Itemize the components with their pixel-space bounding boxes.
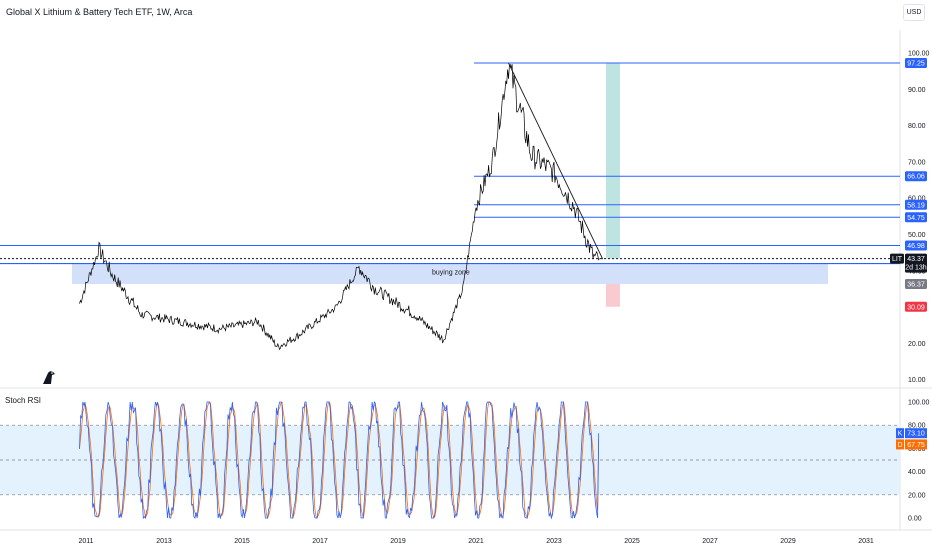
price-tag-bg xyxy=(905,57,927,68)
price-axis-tick: 10.00 xyxy=(908,377,926,384)
stoch-k-line xyxy=(79,401,600,520)
symbol-tag-bg xyxy=(890,253,904,264)
time-axis-label-2015: 2015 xyxy=(234,538,250,545)
rsi-axis-tick: 0.00 xyxy=(908,516,922,523)
rsi-axis-tick: 100.00 xyxy=(908,400,930,407)
price-tag-54.75: 54.75 xyxy=(907,215,925,222)
price-tag-bg xyxy=(905,171,927,182)
currency-button[interactable]: USD xyxy=(903,4,925,21)
time-axis-label-2017: 2017 xyxy=(312,538,328,545)
buying-zone-label: buying zone xyxy=(432,270,470,277)
k-letter: K xyxy=(898,431,903,438)
rsi-axis-tick: 20.00 xyxy=(908,492,926,499)
price-tag-46.98: 46.98 xyxy=(907,243,925,250)
price-tag-58.19: 58.19 xyxy=(907,202,925,209)
time-axis-label-2027: 2027 xyxy=(702,538,718,545)
buying-zone-rect xyxy=(72,263,828,284)
symbol-tag: LIT xyxy=(892,256,903,263)
price-series-line xyxy=(79,63,600,351)
current-price-tag-bg xyxy=(905,253,927,273)
d-letter: D xyxy=(897,442,902,449)
price-tag-bg xyxy=(905,278,927,289)
price-axis-tick: 60.00 xyxy=(908,196,926,203)
rsi-axis-tick: 80.00 xyxy=(908,423,926,430)
target-zone-rect xyxy=(606,62,620,259)
price-axis-tick: 100.00 xyxy=(908,51,930,58)
time-axis-label-2031: 2031 xyxy=(858,538,874,545)
time-axis-label-2011: 2011 xyxy=(78,538,93,545)
d-letter-bg xyxy=(896,439,904,450)
d-value-label: 67.75 xyxy=(907,442,925,449)
time-axis-label-2013: 2013 xyxy=(156,538,172,545)
price-tag-30.09: 30.09 xyxy=(907,304,925,311)
price-tag-bg xyxy=(905,240,927,251)
rsi-axis-tick: 40.00 xyxy=(908,469,926,476)
k-value-bg xyxy=(905,428,927,439)
price-tag-bg xyxy=(905,212,927,223)
time-axis-label-2021: 2021 xyxy=(468,538,484,545)
price-tag-66.06: 66.06 xyxy=(907,174,925,181)
stop-zone-rect xyxy=(606,283,620,307)
price-axis-tick: 20.00 xyxy=(908,341,926,348)
time-axis-label-2029: 2029 xyxy=(780,538,796,545)
downtrend-line xyxy=(508,62,604,260)
tradingview-logo-icon xyxy=(43,371,55,384)
price-axis-tick: 50.00 xyxy=(908,232,926,239)
time-axis-label-2025: 2025 xyxy=(624,538,640,545)
price-axis-tick: 90.00 xyxy=(908,87,926,94)
current-price-label: 43.37 xyxy=(907,256,925,263)
time-axis-label-2019: 2019 xyxy=(390,538,406,545)
d-value-bg xyxy=(905,439,927,450)
k-letter-bg xyxy=(896,428,904,439)
price-tag-97.25: 97.25 xyxy=(907,60,925,67)
stoch-rsi-title: Stoch RSI xyxy=(5,396,42,405)
price-axis-tick: 80.00 xyxy=(908,123,926,130)
price-tag-bg xyxy=(905,199,927,210)
time-axis-label-2023: 2023 xyxy=(546,538,562,545)
price-tag-bg xyxy=(905,301,927,312)
chart-title: Global X Lithium & Battery Tech ETF, 1W,… xyxy=(6,7,193,17)
k-value-label: 73.10 xyxy=(907,431,925,438)
price-axis-tick: 70.00 xyxy=(908,159,926,166)
bar-countdown-label: 2d 13h xyxy=(905,265,927,272)
price-tag-36.37: 36.37 xyxy=(907,281,925,288)
